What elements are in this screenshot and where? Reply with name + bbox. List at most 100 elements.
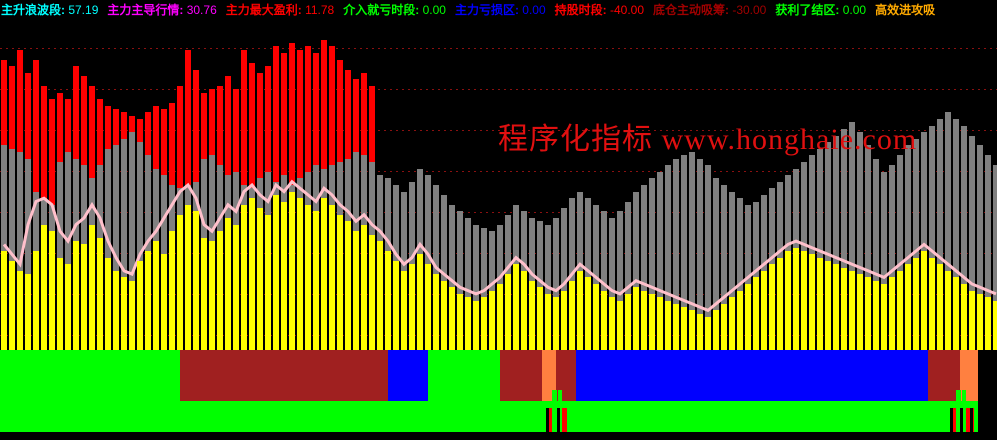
header-item-4[interactable]: 主力亏损区: 0.00 [455, 0, 546, 20]
bar-segment-red [73, 66, 79, 159]
state-block-2 [388, 350, 428, 401]
header-item-value: -30.00 [729, 3, 767, 17]
bar-yellow-overlay [817, 257, 823, 350]
bar-segment-red [25, 72, 31, 159]
header-item-7[interactable]: 获利了结区: 0.00 [775, 0, 866, 20]
header-item-2[interactable]: 主力最大盈利: 11.78 [226, 0, 334, 20]
state-block-6 [556, 350, 576, 401]
bar-segment-gray [425, 175, 431, 350]
bar-segment-gray [641, 185, 647, 350]
header-item-label: 主力最大盈利: [225, 3, 302, 17]
bar-segment-gray [961, 125, 967, 350]
bar-yellow-overlay [345, 221, 351, 350]
bar-segment-red [225, 76, 231, 176]
bar-yellow-overlay [865, 277, 871, 350]
header-item-6[interactable]: 底仓主动吸筹: -30.00 [653, 0, 766, 20]
bar-segment-red [169, 102, 175, 185]
bar-yellow-overlay [881, 284, 887, 350]
bar-yellow-overlay [737, 290, 743, 350]
bar-yellow-overlay [809, 254, 815, 350]
header-item-8[interactable]: 高效进攻吸 [875, 0, 935, 20]
bar-yellow-overlay [433, 274, 439, 350]
bar-yellow-overlay [841, 267, 847, 350]
bar-yellow-overlay [105, 257, 111, 350]
bar-yellow-overlay [377, 241, 383, 350]
bar-segment-red [217, 86, 223, 166]
bar-yellow-overlay [937, 264, 943, 350]
bar-segment-red [113, 109, 119, 146]
state-spike-1 [562, 408, 567, 432]
bar-segment-gray [9, 148, 15, 350]
bar-yellow-overlay [913, 257, 919, 350]
bar-segment-red [249, 62, 255, 189]
bar-yellow-overlay [329, 204, 335, 350]
bar-yellow-overlay [849, 270, 855, 350]
bar-segment-gray [561, 208, 567, 350]
bar-segment-gray [657, 171, 663, 350]
state-band-right-margin [978, 350, 997, 432]
bar-yellow-overlay [985, 297, 991, 350]
header-item-label: 主力主导行情: [107, 3, 184, 17]
bar-segment-gray [713, 178, 719, 350]
bar-segment-gray [1, 145, 7, 350]
bar-yellow-overlay [761, 270, 767, 350]
bar-segment-gray [625, 201, 631, 350]
bar-segment-red [153, 105, 159, 169]
bar-segment-gray [585, 198, 591, 350]
bar-segment-red [281, 53, 287, 176]
pink-average-line [2, 179, 997, 313]
header-item-label: 主升浪波段: [1, 3, 65, 17]
bar-segment-red [289, 43, 295, 185]
bar-yellow-overlay [793, 247, 799, 350]
bar-segment-gray [649, 178, 655, 350]
bar-yellow-overlay [649, 293, 655, 350]
state-band-pane [0, 350, 997, 432]
bar-yellow-overlay [633, 287, 639, 350]
bar-yellow-overlay [585, 277, 591, 350]
bar-yellow-overlay [929, 257, 935, 350]
bar-yellow-overlay [417, 254, 423, 350]
bar-segment-red [97, 99, 103, 166]
bar-yellow-overlay [81, 244, 87, 350]
bar-yellow-overlay [393, 260, 399, 350]
bar-yellow-overlay [281, 201, 287, 350]
bar-yellow-overlay [705, 317, 711, 350]
header-item-3[interactable]: 介入就亏时段: 0.00 [343, 0, 446, 20]
bar-segment-gray [921, 132, 927, 350]
bar-segment-gray [993, 165, 997, 350]
bar-segment-gray [881, 171, 887, 350]
bar-segment-red [49, 99, 55, 205]
bar-yellow-overlay [297, 198, 303, 350]
header-item-0[interactable]: 主升浪波段: 57.19 [1, 0, 98, 20]
bar-yellow-overlay [561, 290, 567, 350]
bar-segment-gray [457, 211, 463, 350]
bar-yellow-overlay [769, 264, 775, 350]
bar-yellow-overlay [833, 264, 839, 350]
bar-yellow-overlay [441, 280, 447, 350]
bar-yellow-overlay [905, 264, 911, 350]
bar-yellow-overlay [313, 211, 319, 350]
bar-yellow-overlay [17, 270, 23, 350]
bar-yellow-overlay [657, 297, 663, 350]
bar-yellow-overlay [177, 214, 183, 350]
bar-yellow-overlay [609, 297, 615, 350]
bar-yellow-overlay [153, 241, 159, 350]
state-block-4 [500, 350, 542, 401]
header-item-value: 11.78 [301, 3, 335, 17]
header-item-label: 持股时段: [554, 3, 607, 17]
header-item-1[interactable]: 主力主导行情: 30.76 [107, 0, 216, 20]
bar-segment-gray [553, 218, 559, 350]
bar-segment-red [265, 66, 271, 172]
bar-segment-gray [937, 119, 943, 350]
bar-yellow-overlay [857, 274, 863, 350]
bar-yellow-overlay [65, 264, 71, 350]
bar-yellow-overlay [425, 264, 431, 350]
bar-yellow-overlay [601, 290, 607, 350]
header-item-5[interactable]: 持股时段: -40.00 [555, 0, 644, 20]
bar-yellow-overlay [617, 300, 623, 350]
header-item-value: 0.00 [518, 3, 546, 17]
bar-segment-gray [865, 145, 871, 350]
bar-segment-gray [449, 204, 455, 350]
bar-yellow-overlay [121, 277, 127, 350]
bar-segment-red [321, 39, 327, 169]
